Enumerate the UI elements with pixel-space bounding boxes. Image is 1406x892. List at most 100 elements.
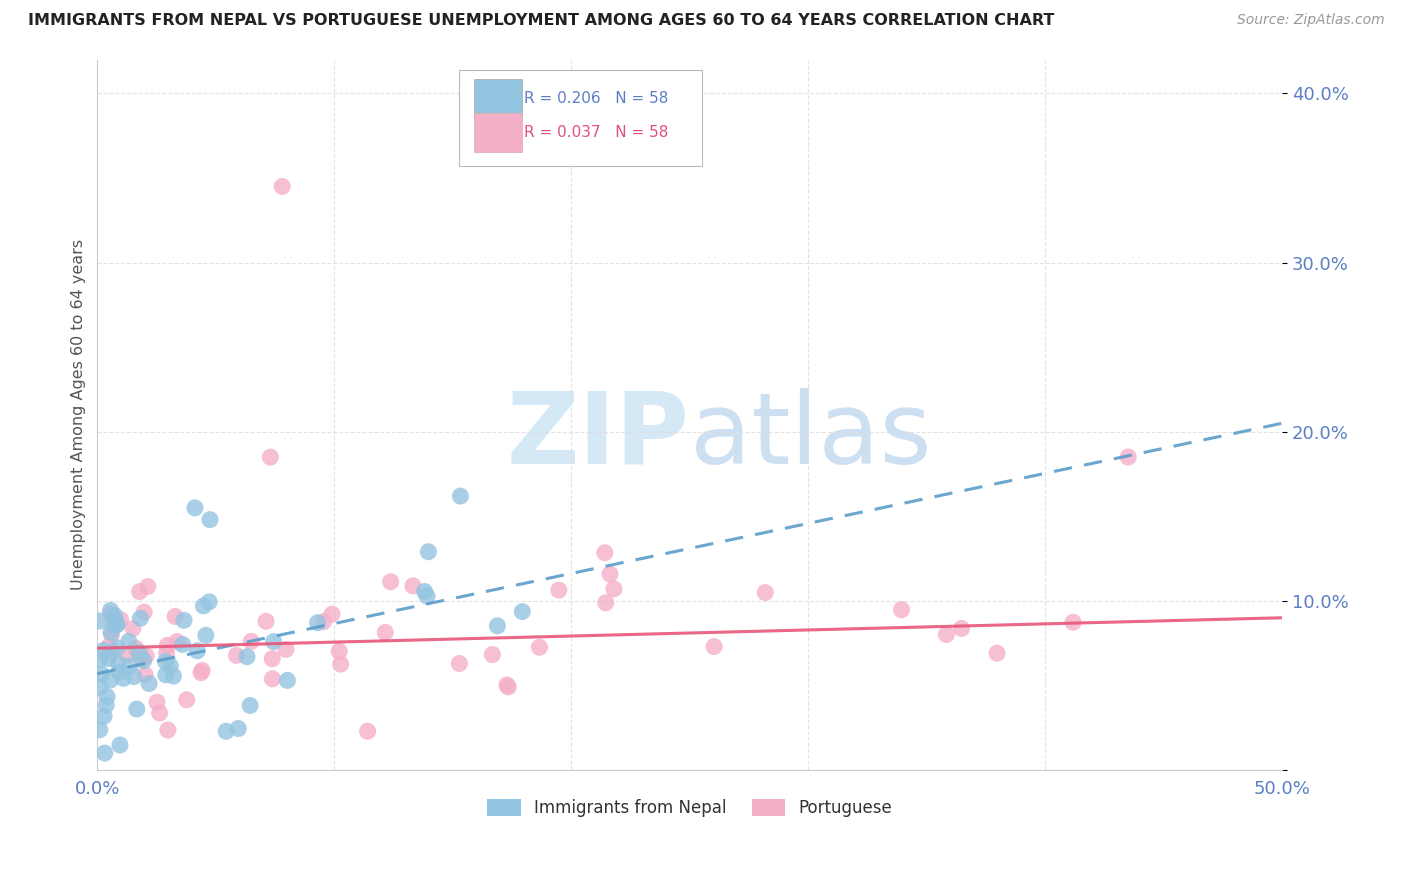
Point xyxy=(239,698,262,713)
Point xyxy=(98,639,121,653)
Point xyxy=(173,613,195,627)
Point xyxy=(262,672,284,686)
Point xyxy=(193,599,215,613)
Point xyxy=(128,645,150,659)
Point xyxy=(134,605,156,619)
Text: R = 0.206   N = 58: R = 0.206 N = 58 xyxy=(524,91,668,106)
Point xyxy=(416,589,439,603)
Point xyxy=(103,617,125,632)
Point xyxy=(96,698,118,712)
Point xyxy=(112,671,135,685)
Point xyxy=(155,655,177,669)
Point xyxy=(156,638,179,652)
Point xyxy=(131,651,153,665)
Point xyxy=(94,746,117,760)
Point xyxy=(105,617,128,632)
Point xyxy=(496,680,519,694)
Text: IMMIGRANTS FROM NEPAL VS PORTUGUESE UNEMPLOYMENT AMONG AGES 60 TO 64 YEARS CORRE: IMMIGRANTS FROM NEPAL VS PORTUGUESE UNEM… xyxy=(28,13,1054,29)
FancyBboxPatch shape xyxy=(474,79,522,119)
Point xyxy=(510,605,533,619)
Point xyxy=(100,625,122,640)
Point xyxy=(89,614,111,628)
Point xyxy=(108,738,131,752)
Point xyxy=(100,603,122,617)
Point xyxy=(890,603,912,617)
Point xyxy=(262,651,284,665)
Point xyxy=(104,615,127,629)
Point xyxy=(321,607,343,621)
Point xyxy=(184,500,207,515)
Point xyxy=(104,614,127,628)
Point xyxy=(307,615,329,630)
Point xyxy=(374,625,396,640)
Point xyxy=(124,641,146,656)
Point xyxy=(1116,450,1139,464)
Point xyxy=(155,646,177,660)
Point xyxy=(548,583,571,598)
Point xyxy=(107,657,129,671)
Point xyxy=(356,724,378,739)
Point xyxy=(240,634,263,648)
Point xyxy=(166,634,188,648)
Point xyxy=(172,637,194,651)
Point xyxy=(593,546,616,560)
Point xyxy=(986,646,1008,660)
Point xyxy=(97,651,120,665)
Text: ZIP: ZIP xyxy=(508,388,690,484)
Point xyxy=(93,643,115,657)
Point xyxy=(105,640,128,655)
Point xyxy=(236,649,259,664)
FancyBboxPatch shape xyxy=(458,70,702,166)
Point xyxy=(149,706,172,720)
Point xyxy=(194,628,217,642)
Point xyxy=(449,489,471,503)
Point xyxy=(100,607,122,621)
Point xyxy=(162,669,184,683)
Point xyxy=(703,640,725,654)
Point xyxy=(328,644,350,658)
Point xyxy=(118,634,141,648)
Point xyxy=(274,642,297,657)
Point xyxy=(125,702,148,716)
Legend: Immigrants from Nepal, Portuguese: Immigrants from Nepal, Portuguese xyxy=(479,791,900,826)
Point xyxy=(132,654,155,668)
Point xyxy=(103,608,125,623)
Point xyxy=(595,596,617,610)
Point xyxy=(935,627,957,641)
Point xyxy=(89,653,111,667)
Point xyxy=(159,659,181,673)
Point xyxy=(254,615,277,629)
FancyBboxPatch shape xyxy=(474,113,522,153)
Point xyxy=(754,585,776,599)
Point xyxy=(402,579,425,593)
Point xyxy=(481,648,503,662)
Point xyxy=(529,640,551,655)
Point xyxy=(122,670,145,684)
Text: atlas: atlas xyxy=(690,388,931,484)
Point xyxy=(950,621,973,635)
Point xyxy=(128,584,150,599)
Point xyxy=(100,627,122,641)
Point xyxy=(263,634,285,648)
Point xyxy=(146,695,169,709)
Point xyxy=(98,673,121,687)
Point xyxy=(89,681,111,695)
Point xyxy=(138,676,160,690)
Point xyxy=(190,665,212,680)
Point xyxy=(176,693,198,707)
Point xyxy=(380,574,402,589)
Point xyxy=(90,667,112,681)
Point xyxy=(186,644,208,658)
Point xyxy=(312,615,335,629)
Point xyxy=(599,567,621,582)
Point xyxy=(121,622,143,636)
Point xyxy=(156,723,179,737)
Point xyxy=(418,545,440,559)
Point xyxy=(134,668,156,682)
Point xyxy=(496,678,519,692)
Y-axis label: Unemployment Among Ages 60 to 64 years: Unemployment Among Ages 60 to 64 years xyxy=(72,239,86,591)
Point xyxy=(198,595,221,609)
Point xyxy=(329,657,352,672)
Point xyxy=(129,611,152,625)
Point xyxy=(165,609,187,624)
